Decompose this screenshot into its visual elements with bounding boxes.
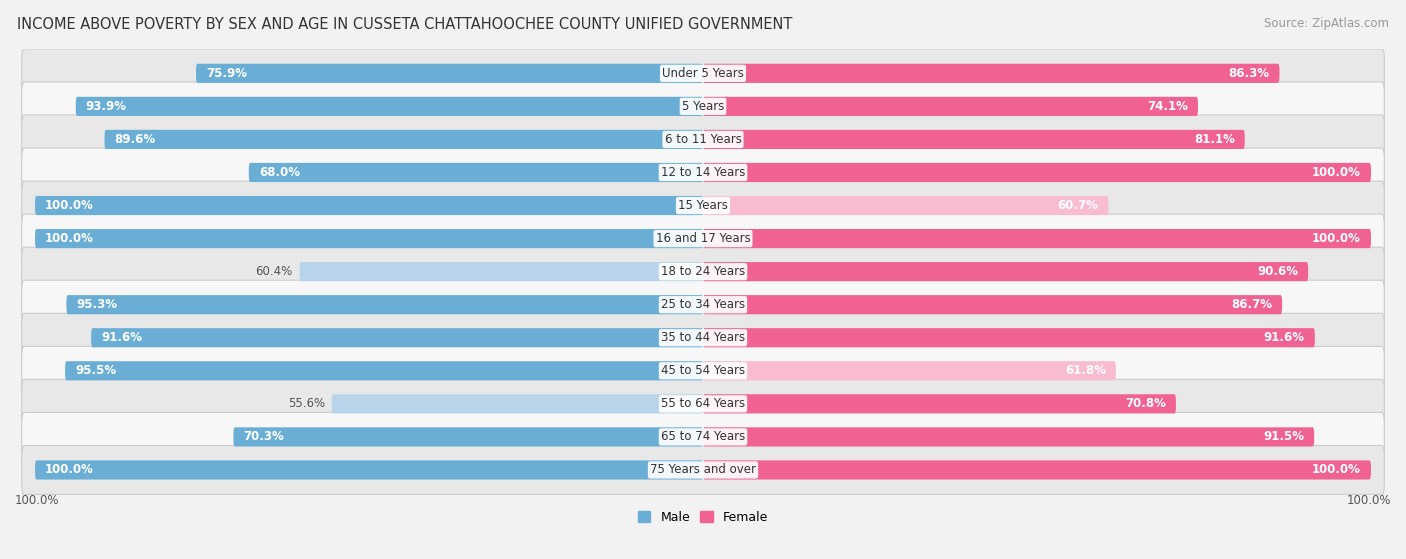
FancyBboxPatch shape bbox=[21, 347, 1385, 395]
Text: INCOME ABOVE POVERTY BY SEX AND AGE IN CUSSETA CHATTAHOOCHEE COUNTY UNIFIED GOVE: INCOME ABOVE POVERTY BY SEX AND AGE IN C… bbox=[17, 17, 792, 32]
Text: 91.6%: 91.6% bbox=[1264, 331, 1305, 344]
FancyBboxPatch shape bbox=[332, 394, 703, 414]
FancyBboxPatch shape bbox=[195, 64, 703, 83]
FancyBboxPatch shape bbox=[703, 97, 1198, 116]
Text: 75.9%: 75.9% bbox=[207, 67, 247, 80]
FancyBboxPatch shape bbox=[703, 64, 1279, 83]
FancyBboxPatch shape bbox=[703, 196, 1108, 215]
Text: 12 to 14 Years: 12 to 14 Years bbox=[661, 166, 745, 179]
FancyBboxPatch shape bbox=[35, 461, 703, 480]
FancyBboxPatch shape bbox=[703, 163, 1371, 182]
FancyBboxPatch shape bbox=[104, 130, 703, 149]
FancyBboxPatch shape bbox=[21, 148, 1385, 197]
FancyBboxPatch shape bbox=[65, 361, 703, 380]
Text: 91.5%: 91.5% bbox=[1263, 430, 1305, 443]
FancyBboxPatch shape bbox=[249, 163, 703, 182]
FancyBboxPatch shape bbox=[91, 328, 703, 347]
Text: 60.7%: 60.7% bbox=[1057, 199, 1098, 212]
Text: 61.8%: 61.8% bbox=[1064, 364, 1105, 377]
Text: 15 Years: 15 Years bbox=[678, 199, 728, 212]
Text: 100.0%: 100.0% bbox=[1312, 166, 1361, 179]
Text: 70.8%: 70.8% bbox=[1125, 397, 1166, 410]
FancyBboxPatch shape bbox=[703, 361, 1116, 380]
Text: 100.0%: 100.0% bbox=[1312, 463, 1361, 476]
Text: 95.3%: 95.3% bbox=[76, 298, 118, 311]
FancyBboxPatch shape bbox=[703, 394, 1175, 414]
Text: 35 to 44 Years: 35 to 44 Years bbox=[661, 331, 745, 344]
FancyBboxPatch shape bbox=[66, 295, 703, 314]
Text: 90.6%: 90.6% bbox=[1257, 265, 1298, 278]
FancyBboxPatch shape bbox=[21, 380, 1385, 428]
FancyBboxPatch shape bbox=[21, 446, 1385, 494]
Text: 91.6%: 91.6% bbox=[101, 331, 142, 344]
Text: Source: ZipAtlas.com: Source: ZipAtlas.com bbox=[1264, 17, 1389, 30]
Text: 55 to 64 Years: 55 to 64 Years bbox=[661, 397, 745, 410]
Text: 18 to 24 Years: 18 to 24 Years bbox=[661, 265, 745, 278]
FancyBboxPatch shape bbox=[299, 262, 703, 281]
Text: 95.5%: 95.5% bbox=[75, 364, 117, 377]
FancyBboxPatch shape bbox=[703, 427, 1315, 447]
FancyBboxPatch shape bbox=[233, 427, 703, 447]
FancyBboxPatch shape bbox=[703, 262, 1308, 281]
Text: 45 to 54 Years: 45 to 54 Years bbox=[661, 364, 745, 377]
Text: 100.0%: 100.0% bbox=[45, 199, 94, 212]
Text: 70.3%: 70.3% bbox=[243, 430, 284, 443]
FancyBboxPatch shape bbox=[703, 328, 1315, 347]
FancyBboxPatch shape bbox=[21, 280, 1385, 329]
Legend: Male, Female: Male, Female bbox=[633, 506, 773, 529]
Text: 100.0%: 100.0% bbox=[15, 494, 59, 507]
Text: 100.0%: 100.0% bbox=[1347, 494, 1391, 507]
Text: 60.4%: 60.4% bbox=[256, 265, 292, 278]
Text: 25 to 34 Years: 25 to 34 Years bbox=[661, 298, 745, 311]
Text: Under 5 Years: Under 5 Years bbox=[662, 67, 744, 80]
Text: 16 and 17 Years: 16 and 17 Years bbox=[655, 232, 751, 245]
Text: 86.3%: 86.3% bbox=[1229, 67, 1270, 80]
FancyBboxPatch shape bbox=[35, 196, 703, 215]
FancyBboxPatch shape bbox=[35, 229, 703, 248]
Text: 100.0%: 100.0% bbox=[1312, 232, 1361, 245]
FancyBboxPatch shape bbox=[21, 413, 1385, 461]
Text: 65 to 74 Years: 65 to 74 Years bbox=[661, 430, 745, 443]
Text: 86.7%: 86.7% bbox=[1232, 298, 1272, 311]
Text: 55.6%: 55.6% bbox=[288, 397, 325, 410]
FancyBboxPatch shape bbox=[703, 229, 1371, 248]
Text: 74.1%: 74.1% bbox=[1147, 100, 1188, 113]
Text: 5 Years: 5 Years bbox=[682, 100, 724, 113]
FancyBboxPatch shape bbox=[703, 130, 1244, 149]
Text: 100.0%: 100.0% bbox=[45, 463, 94, 476]
FancyBboxPatch shape bbox=[76, 97, 703, 116]
FancyBboxPatch shape bbox=[703, 295, 1282, 314]
FancyBboxPatch shape bbox=[21, 49, 1385, 98]
Text: 100.0%: 100.0% bbox=[45, 232, 94, 245]
Text: 75 Years and over: 75 Years and over bbox=[650, 463, 756, 476]
FancyBboxPatch shape bbox=[21, 181, 1385, 230]
Text: 89.6%: 89.6% bbox=[114, 133, 156, 146]
FancyBboxPatch shape bbox=[21, 313, 1385, 362]
Text: 6 to 11 Years: 6 to 11 Years bbox=[665, 133, 741, 146]
FancyBboxPatch shape bbox=[21, 247, 1385, 296]
FancyBboxPatch shape bbox=[703, 461, 1371, 480]
Text: 68.0%: 68.0% bbox=[259, 166, 299, 179]
FancyBboxPatch shape bbox=[21, 214, 1385, 263]
Text: 81.1%: 81.1% bbox=[1194, 133, 1234, 146]
Text: 93.9%: 93.9% bbox=[86, 100, 127, 113]
FancyBboxPatch shape bbox=[21, 82, 1385, 131]
FancyBboxPatch shape bbox=[21, 115, 1385, 164]
